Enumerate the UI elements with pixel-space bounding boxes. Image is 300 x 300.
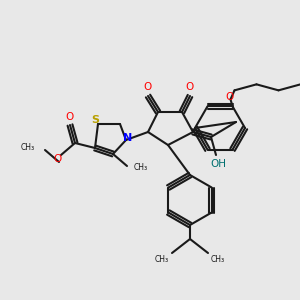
Text: O: O [144,82,152,92]
Text: O: O [66,112,74,122]
Text: O: O [225,92,234,102]
Text: CH₃: CH₃ [211,254,225,263]
Text: S: S [91,115,99,125]
Text: O: O [186,82,194,92]
Text: OH: OH [210,159,226,169]
Text: N: N [123,133,133,143]
Text: CH₃: CH₃ [21,143,35,152]
Text: O: O [53,154,61,164]
Text: CH₃: CH₃ [134,164,148,172]
Text: CH₃: CH₃ [155,254,169,263]
